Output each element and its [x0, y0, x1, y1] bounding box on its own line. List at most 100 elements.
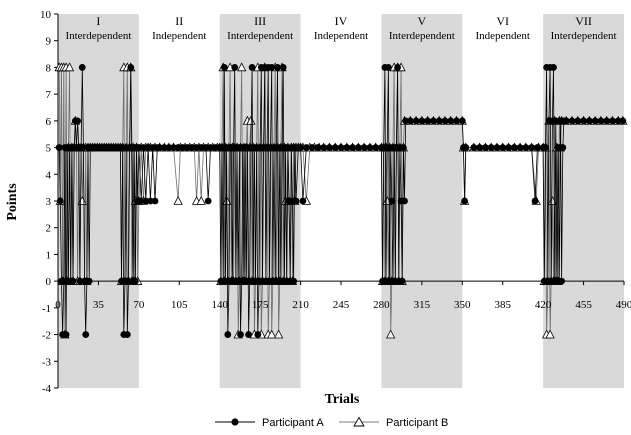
- data-point-a: [493, 144, 501, 151]
- data-point-a: [603, 117, 611, 125]
- data-point-a: [78, 64, 86, 71]
- data-point-a: [320, 144, 328, 151]
- data-point-a: [82, 331, 90, 338]
- data-point-a: [299, 197, 307, 205]
- data-point-a: [56, 197, 64, 205]
- y-axis-title: Points: [5, 183, 20, 221]
- data-point-a: [580, 117, 587, 125]
- data-point-a: [245, 331, 252, 338]
- data-point-a: [461, 197, 468, 205]
- legend-item-b: Participant B: [339, 416, 448, 429]
- data-point-a: [224, 331, 232, 338]
- series-layer: [54, 62, 628, 339]
- x-tick-label: 490: [616, 299, 631, 311]
- phase-label-1: Interdependent: [65, 30, 131, 42]
- data-point-a: [297, 144, 304, 151]
- phase-label-2: Independent: [152, 30, 206, 42]
- data-point-a: [74, 117, 82, 125]
- legend-label-b: Participant B: [386, 417, 448, 429]
- data-point-a: [462, 144, 470, 151]
- phase-label-3: Interdependent: [227, 30, 293, 42]
- data-point-a: [131, 277, 139, 285]
- legend-label-a: Participant A: [262, 417, 324, 429]
- data-point-a: [279, 64, 287, 71]
- data-point-b: [273, 329, 284, 339]
- legend: Participant A Participant B: [215, 416, 448, 429]
- data-point-a: [314, 144, 322, 151]
- y-tick-label: 7: [46, 89, 52, 101]
- data-point-a: [372, 144, 380, 151]
- data-point-a: [302, 144, 310, 151]
- data-point-a: [542, 144, 549, 151]
- data-point-a: [619, 117, 627, 125]
- phase-label-layer: I Interdependent II Independent III Interdepe…: [65, 14, 616, 42]
- data-point-a: [516, 144, 524, 151]
- y-tick-label: -3: [42, 356, 52, 368]
- legend-marker-a: [231, 418, 239, 426]
- data-point-a: [394, 64, 401, 71]
- x-tick-label: 420: [535, 299, 552, 311]
- data-point-a: [274, 64, 281, 71]
- data-point-a: [388, 197, 396, 205]
- data-point-a: [354, 144, 362, 151]
- legend-marker-b: [353, 416, 365, 427]
- data-point-a: [522, 144, 530, 151]
- data-point-a: [254, 331, 262, 338]
- data-point-a: [401, 197, 408, 205]
- y-tick-label: -4: [42, 383, 52, 395]
- legend-item-a: Participant A: [215, 417, 324, 429]
- phase-numeral-6: VI: [496, 14, 509, 28]
- data-point-a: [337, 144, 345, 151]
- y-tick-label: -1: [42, 303, 51, 315]
- data-point-a: [292, 197, 300, 205]
- phase-label-7: Interdependent: [551, 30, 617, 42]
- data-point-a: [55, 144, 63, 151]
- data-point-b: [64, 62, 75, 72]
- data-point-a: [510, 144, 518, 151]
- data-point-b: [196, 195, 206, 205]
- y-tick-label: 0: [46, 276, 52, 288]
- data-point-a: [458, 117, 466, 125]
- phase-label-4: Independent: [314, 30, 368, 42]
- x-tick-label: 175: [252, 299, 269, 311]
- y-tick-label: 4: [46, 169, 52, 181]
- data-point-a: [127, 64, 135, 71]
- data-point-a: [366, 144, 374, 151]
- data-point-a: [123, 331, 131, 338]
- x-tick-label: 455: [575, 299, 592, 311]
- x-tick-label: 0: [55, 299, 61, 311]
- x-tick-label: 105: [171, 299, 188, 311]
- x-axis-title: Trials: [325, 392, 360, 407]
- x-tick-label: 280: [373, 299, 390, 311]
- data-point-a: [248, 64, 256, 71]
- data-point-a: [487, 144, 495, 151]
- data-point-a: [418, 117, 426, 125]
- y-tick-label: 9: [46, 36, 52, 48]
- data-point-a: [533, 144, 541, 151]
- data-point-a: [424, 117, 432, 125]
- data-point-a: [435, 117, 443, 125]
- data-point-a: [231, 64, 239, 71]
- data-point-a: [326, 144, 333, 151]
- data-point-a: [574, 117, 582, 125]
- y-tick-label: 5: [46, 143, 52, 155]
- data-point-b: [267, 329, 277, 339]
- y-tick-label: 6: [46, 116, 52, 128]
- data-point-a: [399, 144, 407, 151]
- data-point-a: [360, 144, 368, 151]
- data-point-a: [453, 117, 460, 125]
- data-point-a: [308, 144, 316, 151]
- data-point-a: [398, 277, 406, 285]
- data-point-a: [609, 117, 616, 125]
- x-tick-label: 70: [133, 299, 145, 311]
- data-point-a: [430, 117, 437, 125]
- phase-numeral-4: IV: [335, 14, 348, 28]
- data-point-a: [268, 64, 276, 71]
- x-tick-label: 385: [494, 299, 511, 311]
- phase-numeral-7: VII: [575, 14, 592, 28]
- x-tick-label: 350: [454, 299, 471, 311]
- data-point-a: [476, 144, 484, 151]
- data-point-a: [237, 331, 244, 338]
- y-tick-label: -2: [42, 330, 51, 342]
- data-point-a: [151, 197, 159, 205]
